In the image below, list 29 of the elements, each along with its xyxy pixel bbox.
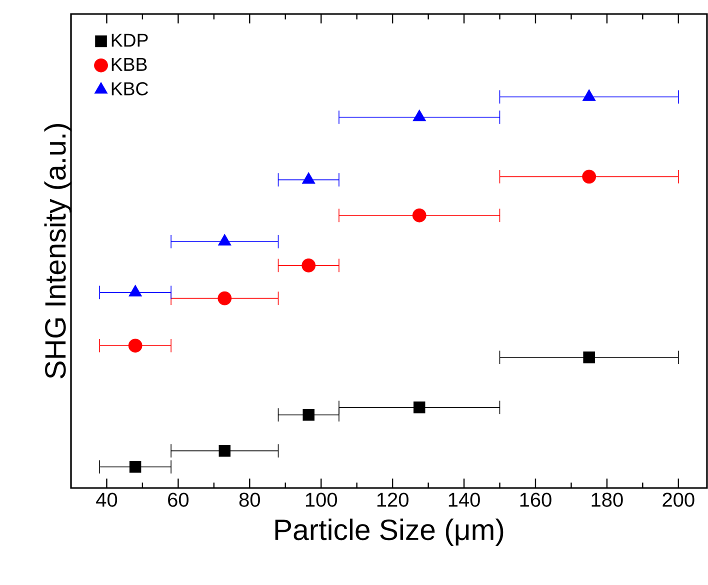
point [218, 234, 232, 246]
x-tick-label: 100 [306, 492, 337, 507]
point [412, 208, 426, 222]
point [582, 170, 596, 184]
point [414, 402, 426, 414]
x-tick-label: 180 [592, 492, 623, 507]
point [412, 110, 426, 122]
point [582, 89, 596, 101]
x-tick-label: 160 [520, 492, 552, 507]
legend-label: KBB [112, 58, 147, 71]
x-tick-label: 60 [168, 492, 189, 507]
point [128, 284, 142, 296]
point [302, 258, 316, 272]
legend-label: KBC [112, 82, 148, 96]
x-axis-title: Particle Size (μm) [275, 518, 504, 546]
x-tick-label: 120 [377, 492, 408, 507]
x-tick-label: 200 [662, 492, 694, 507]
x-tick-label: 40 [96, 492, 118, 507]
point [302, 172, 316, 184]
y-axis-title: SHG Intensity (a.u.) [44, 124, 72, 378]
x-tick-label: 80 [239, 492, 260, 507]
point [129, 461, 142, 473]
point [218, 444, 231, 457]
x-tick-label: 140 [448, 492, 480, 507]
point [218, 291, 232, 306]
point [583, 351, 595, 364]
point [128, 338, 142, 353]
point [302, 408, 314, 421]
legend-label: KDP [112, 34, 148, 47]
